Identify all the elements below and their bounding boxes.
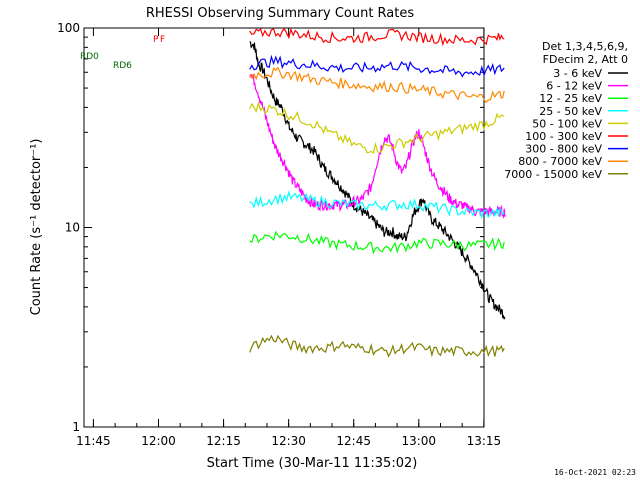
x-axis-label: Start Time (30-Mar-11 11:35:02) <box>207 456 418 471</box>
annotation-rd0: RD0 <box>80 52 99 62</box>
series-line <box>249 66 505 104</box>
series-line <box>249 41 506 320</box>
legend-entry-label: 25 - 50 keV <box>539 105 602 118</box>
x-tick-label: 12:15 <box>206 434 241 448</box>
y-axis-label: Count Rate (s⁻¹ detector⁻¹) <box>29 139 44 316</box>
x-tick-label: 12:45 <box>336 434 371 448</box>
annotation-p: P <box>153 35 159 45</box>
y-tick-label: 1 <box>72 420 80 434</box>
series-line <box>249 230 505 255</box>
annotation-rd6: RD6 <box>113 61 132 71</box>
legend-entry-label: 12 - 25 keV <box>539 92 602 105</box>
legend-entry-label: 7000 - 15000 keV <box>504 168 602 181</box>
timestamp: 16-Oct-2021 02:23 <box>554 468 636 477</box>
series-line <box>249 27 505 47</box>
legend-entry-label: 6 - 12 keV <box>546 80 602 93</box>
legend-header-1: Det 1,3,4,5,6,9, <box>542 40 628 53</box>
y-tick-label: 100 <box>57 21 80 35</box>
x-ticks: 11:45 12:00 12:15 12:30 12:45 13:00 13:15 <box>76 28 501 448</box>
y-tick-label: 10 <box>65 221 80 235</box>
series-line <box>249 101 505 154</box>
legend-entry-label: 100 - 300 keV <box>525 130 602 143</box>
x-tick-label: 13:15 <box>467 434 502 448</box>
legend-header-2: FDecim 2, Att 0 <box>543 53 628 66</box>
y-ticks: 1 10 100 <box>57 21 484 434</box>
chart-title: RHESSI Observing Summary Count Rates <box>146 6 415 21</box>
x-tick-label: 11:45 <box>76 434 111 448</box>
legend-entry-label: 800 - 7000 keV <box>518 155 602 168</box>
x-tick-label: 12:00 <box>141 434 176 448</box>
series-line <box>249 54 505 78</box>
x-tick-label: 12:30 <box>271 434 306 448</box>
legend-entry-label: 50 - 100 keV <box>532 117 602 130</box>
annotation-f: F <box>160 35 165 45</box>
series-layer <box>249 27 506 358</box>
series-line <box>249 73 506 219</box>
legend-entry-label: 300 - 800 keV <box>525 143 602 156</box>
series-line <box>249 190 505 220</box>
series-line <box>249 334 505 358</box>
x-tick-label: 13:00 <box>401 434 436 448</box>
legend-entry-label: 3 - 6 keV <box>553 67 602 80</box>
